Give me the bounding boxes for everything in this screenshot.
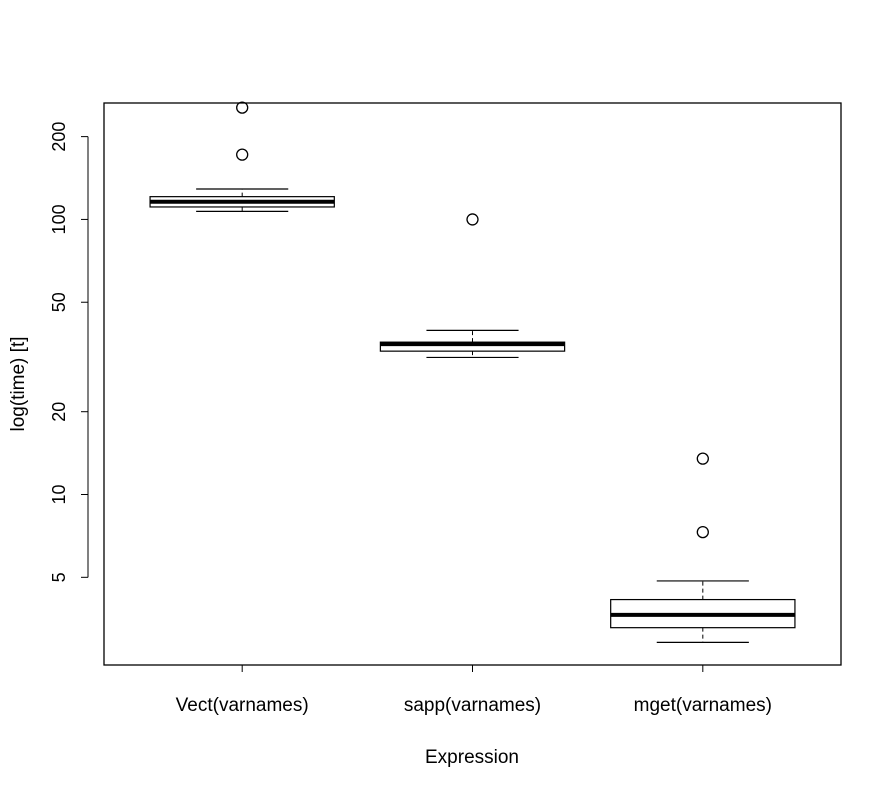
y-tick-label: 5 [49, 572, 69, 582]
box-1 [149, 101, 335, 212]
x-axis: Vect(varnames) sapp(varnames) mget(varname… [176, 664, 772, 716]
y-axis-label: log(time) [t] [8, 336, 29, 431]
x-tick-label: mget(varnames) [634, 695, 772, 716]
x-axis-label: Expression [425, 747, 519, 768]
outlier-point [696, 452, 709, 465]
iqr-box [379, 341, 566, 352]
x-tick-label: Vect(varnames) [176, 695, 309, 716]
outlier-point [236, 148, 249, 161]
outlier-point [466, 213, 479, 226]
box-series [149, 101, 796, 643]
y-tick-label: 10 [49, 484, 69, 504]
y-tick-label: 100 [49, 204, 69, 234]
x-tick-label: sapp(varnames) [404, 695, 541, 716]
box-2 [379, 213, 566, 359]
box-3 [610, 452, 796, 643]
y-tick-label: 200 [49, 122, 69, 152]
y-tick-label: 20 [49, 402, 69, 422]
outlier-point [696, 525, 709, 539]
y-tick-label: 50 [49, 292, 69, 312]
outlier-point [236, 101, 249, 114]
y-axis: 5 10 20 50 100 200 [49, 122, 89, 582]
